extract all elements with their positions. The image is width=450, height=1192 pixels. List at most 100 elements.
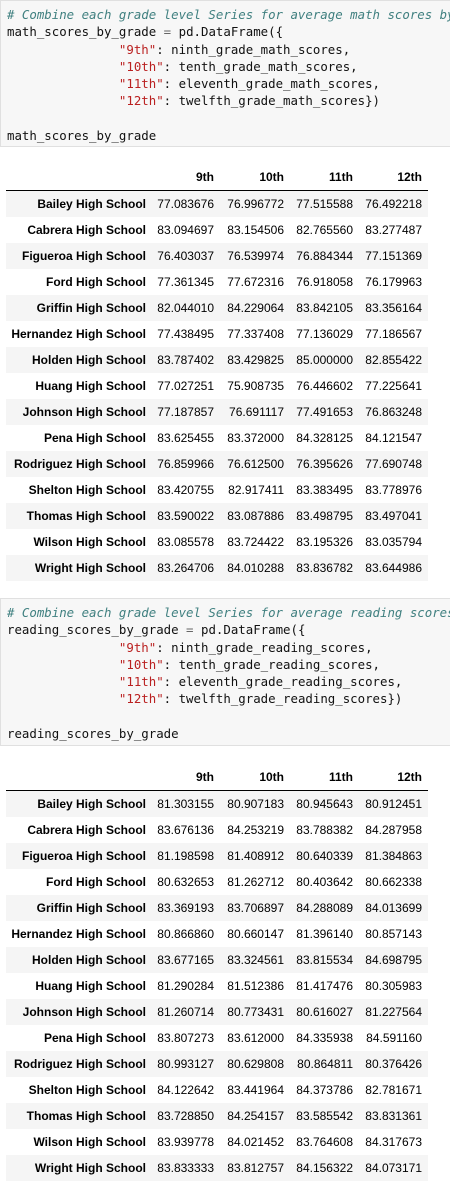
table-cell: 83.498795 [296, 509, 353, 523]
table-cell: 83.585542 [296, 1109, 353, 1123]
table-row: Wright High School 83.833333 83.812757 84.1… [6, 1155, 428, 1181]
table-cell: 83.429825 [227, 353, 284, 367]
column-header: 11th [290, 164, 359, 191]
table-cell: 83.612000 [227, 1031, 284, 1045]
row-index-school: Cabrera High School [27, 223, 146, 237]
table-cell: 83.383495 [296, 483, 353, 497]
table-row: Thomas High School 83.728850 84.254157 83.5… [6, 1103, 428, 1129]
table-cell: 81.262712 [227, 875, 284, 889]
table-cell: 83.085578 [157, 535, 214, 549]
table-cell: 84.328125 [296, 431, 353, 445]
table-cell: 80.662338 [365, 875, 422, 889]
table-cell: 84.254157 [227, 1109, 284, 1123]
column-header: 10th [220, 764, 290, 791]
table-cell: 75.908735 [227, 379, 284, 393]
table-cell: 76.859966 [157, 457, 214, 471]
table-row: Wilson High School 83.085578 83.724422 83.1… [6, 529, 428, 555]
table-cell: 76.863248 [365, 405, 422, 419]
row-index-school: Thomas High School [26, 509, 146, 523]
table-cell: 77.151369 [365, 249, 422, 263]
row-index-school: Holden High School [32, 953, 146, 967]
row-index-school: Griffin High School [36, 301, 146, 315]
table-cell: 77.690748 [365, 457, 422, 471]
table-cell: 83.764608 [296, 1135, 353, 1149]
table-cell: 76.884344 [296, 249, 353, 263]
table-cell: 82.781671 [365, 1083, 422, 1097]
table-cell: 84.287958 [365, 823, 422, 837]
table-cell: 83.154506 [227, 223, 284, 237]
table-cell: 83.625455 [157, 431, 214, 445]
table-cell: 84.229064 [227, 301, 284, 315]
table-row: Pena High School 83.807273 83.612000 84.335… [6, 1025, 428, 1051]
table-cell: 80.660147 [227, 927, 284, 941]
table-cell: 77.136029 [296, 327, 353, 341]
table-row: Bailey High School 81.303155 80.907183 80.9… [6, 790, 428, 817]
code-key: "12th" [118, 93, 164, 109]
table-cell: 83.787402 [157, 353, 214, 367]
code-comment: # Combine each grade level Series for av… [7, 7, 450, 22]
code-value: eleventh_grade_reading_scores, [178, 674, 403, 690]
table-cell: 83.815534 [296, 953, 353, 967]
table-cell: 82.044010 [157, 301, 214, 315]
code-key: "11th" [118, 674, 164, 690]
table-cell: 80.864811 [297, 1057, 353, 1071]
table-cell: 83.831361 [365, 1109, 422, 1123]
table-cell: 81.227564 [365, 1005, 422, 1019]
code-cell-math[interactable]: # Combine each grade level Series for av… [0, 0, 450, 147]
row-index-school: Rodriguez High School [14, 1057, 146, 1071]
table-cell: 82.855422 [365, 353, 422, 367]
row-index-school: Johnson High School [22, 405, 146, 419]
table-row: Griffin High School 82.044010 84.229064 83.… [6, 295, 428, 321]
code-key: "9th" [118, 41, 157, 57]
table-cell: 82.765560 [296, 223, 353, 237]
dataframe-table: 9th 10th 11th 12th Bailey High School 81.303… [6, 764, 428, 1181]
code-value: ninth_grade_math_scores, [171, 41, 351, 57]
code-value: twelfth_grade_math_scores}) [178, 93, 381, 109]
table-row: Shelton High School 84.122642 83.441964 84.… [6, 1077, 428, 1103]
row-index-school: Holden High School [32, 353, 146, 367]
code-editor[interactable]: # Combine each grade level Series for av… [1, 1, 450, 144]
table-row: Wilson High School 83.939778 84.021452 83.7… [6, 1129, 428, 1155]
table-cell: 83.441964 [227, 1083, 284, 1097]
code-output-var: reading_scores_by_grade [7, 726, 179, 742]
table-cell: 83.842105 [296, 301, 353, 315]
table-cell: 76.179963 [365, 275, 422, 289]
table-cell: 83.812757 [227, 1161, 284, 1175]
code-value: eleventh_grade_math_scores, [178, 76, 381, 92]
table-cell: 77.361345 [157, 275, 214, 289]
table-row: Figueroa High School 81.198598 81.408912 80… [6, 843, 428, 869]
code-cell-reading[interactable]: # Combine each grade level Series for av… [0, 598, 450, 746]
table-row: Pena High School 83.625455 83.372000 84.328… [6, 425, 428, 451]
index-header [6, 164, 152, 191]
table-cell: 80.773431 [227, 1005, 284, 1019]
table-cell: 81.408912 [227, 849, 284, 863]
code-var: reading_scores_by_grade [7, 622, 179, 638]
code-value: ninth_grade_reading_scores, [171, 639, 373, 655]
row-index-school: Ford High School [46, 875, 146, 889]
code-key: "11th" [118, 76, 164, 92]
table-cell: 81.512386 [227, 979, 284, 993]
row-index-school: Wilson High School [33, 535, 146, 549]
code-key: "12th" [118, 691, 164, 707]
table-cell: 76.492218 [365, 197, 422, 211]
output-math-table: 9th 10th 11th 12th Bailey High School 77.083… [6, 164, 428, 581]
table-cell: 81.260714 [157, 1005, 214, 1019]
row-index-school: Wright High School [34, 1161, 146, 1175]
table-cell: 77.225641 [365, 379, 422, 393]
table-cell: 83.372000 [227, 431, 284, 445]
table-row: Huang High School 77.027251 75.908735 76.44… [6, 373, 428, 399]
row-index-school: Figueroa High School [21, 249, 146, 263]
table-body: Bailey High School 81.303155 80.907183 80.9… [6, 790, 428, 1181]
dataframe-table: 9th 10th 11th 12th Bailey High School 77.083… [6, 164, 428, 581]
table-row: Huang High School 81.290284 81.512386 81.41… [6, 973, 428, 999]
table-cell: 84.335938 [296, 1031, 353, 1045]
code-value: tenth_grade_reading_scores, [178, 656, 381, 672]
column-header: 9th [152, 764, 220, 791]
table-row: Wright High School 83.264706 84.010288 83.8… [6, 555, 428, 581]
code-var: math_scores_by_grade [7, 24, 157, 40]
table-cell: 80.632653 [157, 875, 214, 889]
table-cell: 80.376426 [365, 1057, 422, 1071]
row-index-school: Figueroa High School [21, 849, 146, 863]
table-cell: 83.497041 [365, 509, 422, 523]
code-editor[interactable]: # Combine each grade level Series for av… [1, 599, 450, 742]
